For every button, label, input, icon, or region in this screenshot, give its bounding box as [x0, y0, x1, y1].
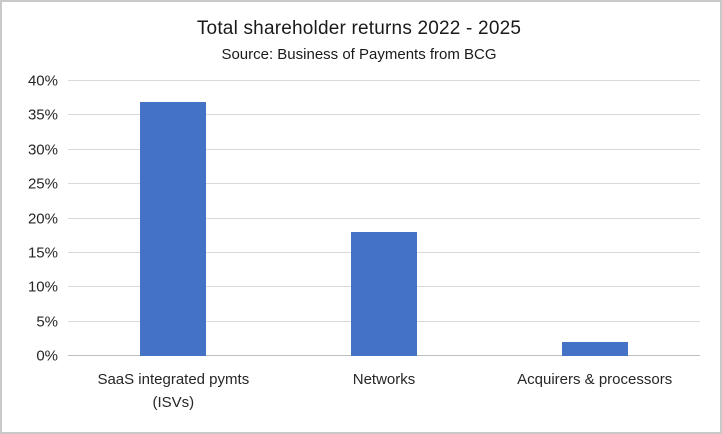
bar-1[interactable] [140, 101, 207, 356]
x-axis-category-label: SaaS integrated pymts (ISVs) [97, 371, 250, 412]
y-axis-tick-label: 35% [27, 106, 58, 124]
gridline [68, 217, 700, 219]
chart-title: Total shareholder returns 2022 - 2025 [196, 18, 522, 39]
y-axis-tick-label: 25% [27, 175, 58, 193]
bar-slot [489, 81, 700, 356]
x-label-slot: Acquirers & processors [489, 368, 700, 418]
bar-slot [279, 81, 490, 356]
x-label-slot: SaaS integrated pymts (ISVs) [68, 368, 279, 418]
bar-2[interactable] [351, 232, 417, 356]
bar-slots [68, 81, 700, 356]
gridline [68, 114, 700, 116]
bar-slot [68, 81, 279, 356]
y-axis-tick-label: 40% [27, 72, 58, 90]
y-axis-tick-label: 10% [27, 278, 58, 296]
x-axis-category-label: Acquirers & processors [517, 371, 673, 388]
plot-wrap: 0% 5% 10% 15% 20% 25% 30% 35% 40% [12, 73, 700, 365]
y-axis-tick-label: 30% [27, 141, 58, 159]
x-axis-category-label: Networks [352, 371, 416, 388]
x-axis-labels: SaaS integrated pymts (ISVs) Networks Acqu… [68, 356, 700, 418]
gridline [68, 183, 700, 185]
gridline [68, 80, 700, 81]
x-label-slot: Networks [279, 368, 490, 418]
chart-subtitle: Source: Business of Payments from BCG [221, 46, 497, 63]
bar-3[interactable] [561, 342, 628, 356]
y-axis-tick-label: 20% [27, 210, 58, 227]
y-axis-tick-label: 15% [27, 244, 58, 262]
y-axis: 0% 5% 10% 15% 20% 25% 30% 35% 40% [12, 73, 68, 365]
plot-area [68, 80, 700, 356]
gridline [68, 148, 700, 150]
y-axis-tick-label: 0% [36, 347, 58, 365]
y-axis-tick-label: 5% [36, 313, 58, 331]
